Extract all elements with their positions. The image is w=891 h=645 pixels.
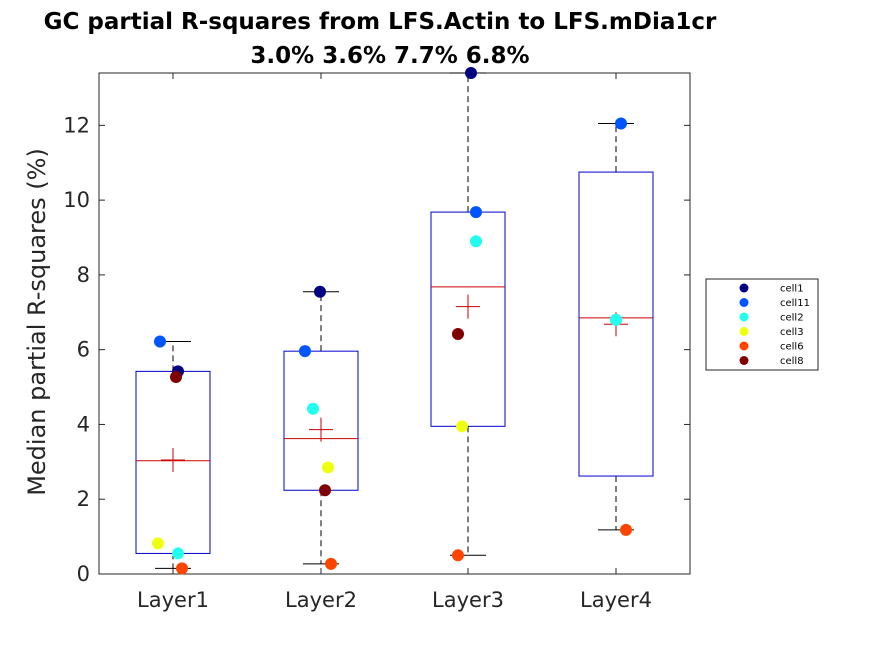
data-point-cell2 xyxy=(307,402,319,415)
data-point-cell1 xyxy=(465,67,477,79)
legend-box xyxy=(705,278,819,371)
y-tick-label: 10 xyxy=(63,188,90,212)
y-tick-label: 12 xyxy=(63,113,90,137)
data-point-cell3 xyxy=(322,461,334,474)
legend-label: cell2 xyxy=(780,313,804,324)
legend-marker xyxy=(739,312,749,322)
y-tick-label: 6 xyxy=(77,338,90,362)
x-tick-label: Layer2 xyxy=(285,588,357,612)
x-tick-label: Layer1 xyxy=(137,588,209,612)
plot-area: 0 2 4 6 8 10 12 Layer1 Layer2 Layer3 Layer4 xyxy=(63,67,691,612)
data-point-cell6 xyxy=(452,549,464,562)
y-axis-label: Median partial R-squares (%) xyxy=(23,148,51,496)
y-tick-label: 8 xyxy=(77,263,90,287)
data-point-cell2 xyxy=(470,235,482,248)
legend-label: cell8 xyxy=(780,356,804,367)
y-tick-label: 2 xyxy=(77,487,90,511)
data-point-cell6 xyxy=(325,557,337,570)
data-point-cell11 xyxy=(154,335,166,348)
box-group xyxy=(578,122,654,531)
box xyxy=(578,171,654,477)
chart-subtitle: 3.0% 3.6% 7.7% 6.8% xyxy=(250,43,529,69)
data-point-cell8 xyxy=(170,370,182,383)
legend-marker xyxy=(739,298,749,307)
legend: cell1 cell11 cell2 cell3 cell6 cell8 xyxy=(705,278,819,371)
legend-label: cell11 xyxy=(780,298,810,309)
data-point-cell6 xyxy=(620,523,632,536)
legend-label: cell1 xyxy=(780,284,804,295)
data-point-cell3 xyxy=(152,537,164,550)
legend-label: cell3 xyxy=(780,327,804,338)
legend-marker xyxy=(739,356,749,365)
legend-label: cell6 xyxy=(780,342,804,353)
data-point-cell11 xyxy=(470,206,482,219)
data-point-cell11 xyxy=(615,117,627,130)
y-tick-label: 0 xyxy=(77,562,90,586)
data-point-cell2 xyxy=(172,547,184,560)
x-tick-label: Layer4 xyxy=(580,588,652,612)
plot-frame xyxy=(98,72,691,575)
legend-marker xyxy=(739,341,749,351)
y-tick-label: 4 xyxy=(77,412,90,436)
box-group xyxy=(430,72,506,556)
data-point-cell2 xyxy=(610,313,622,326)
box xyxy=(430,211,506,427)
legend-marker xyxy=(739,327,749,336)
data-point-cell11 xyxy=(299,345,311,358)
chart-title: GC partial R-squares from LFS.Actin to L… xyxy=(44,9,717,35)
data-point-cell1 xyxy=(314,285,326,298)
data-point-cell8 xyxy=(319,484,331,497)
x-tick-label: Layer3 xyxy=(432,588,504,612)
data-point-cell3 xyxy=(456,420,468,433)
legend-marker xyxy=(739,283,749,293)
box-group xyxy=(283,291,359,565)
data-point-cell6 xyxy=(176,562,188,575)
data-point-cell8 xyxy=(452,327,464,340)
